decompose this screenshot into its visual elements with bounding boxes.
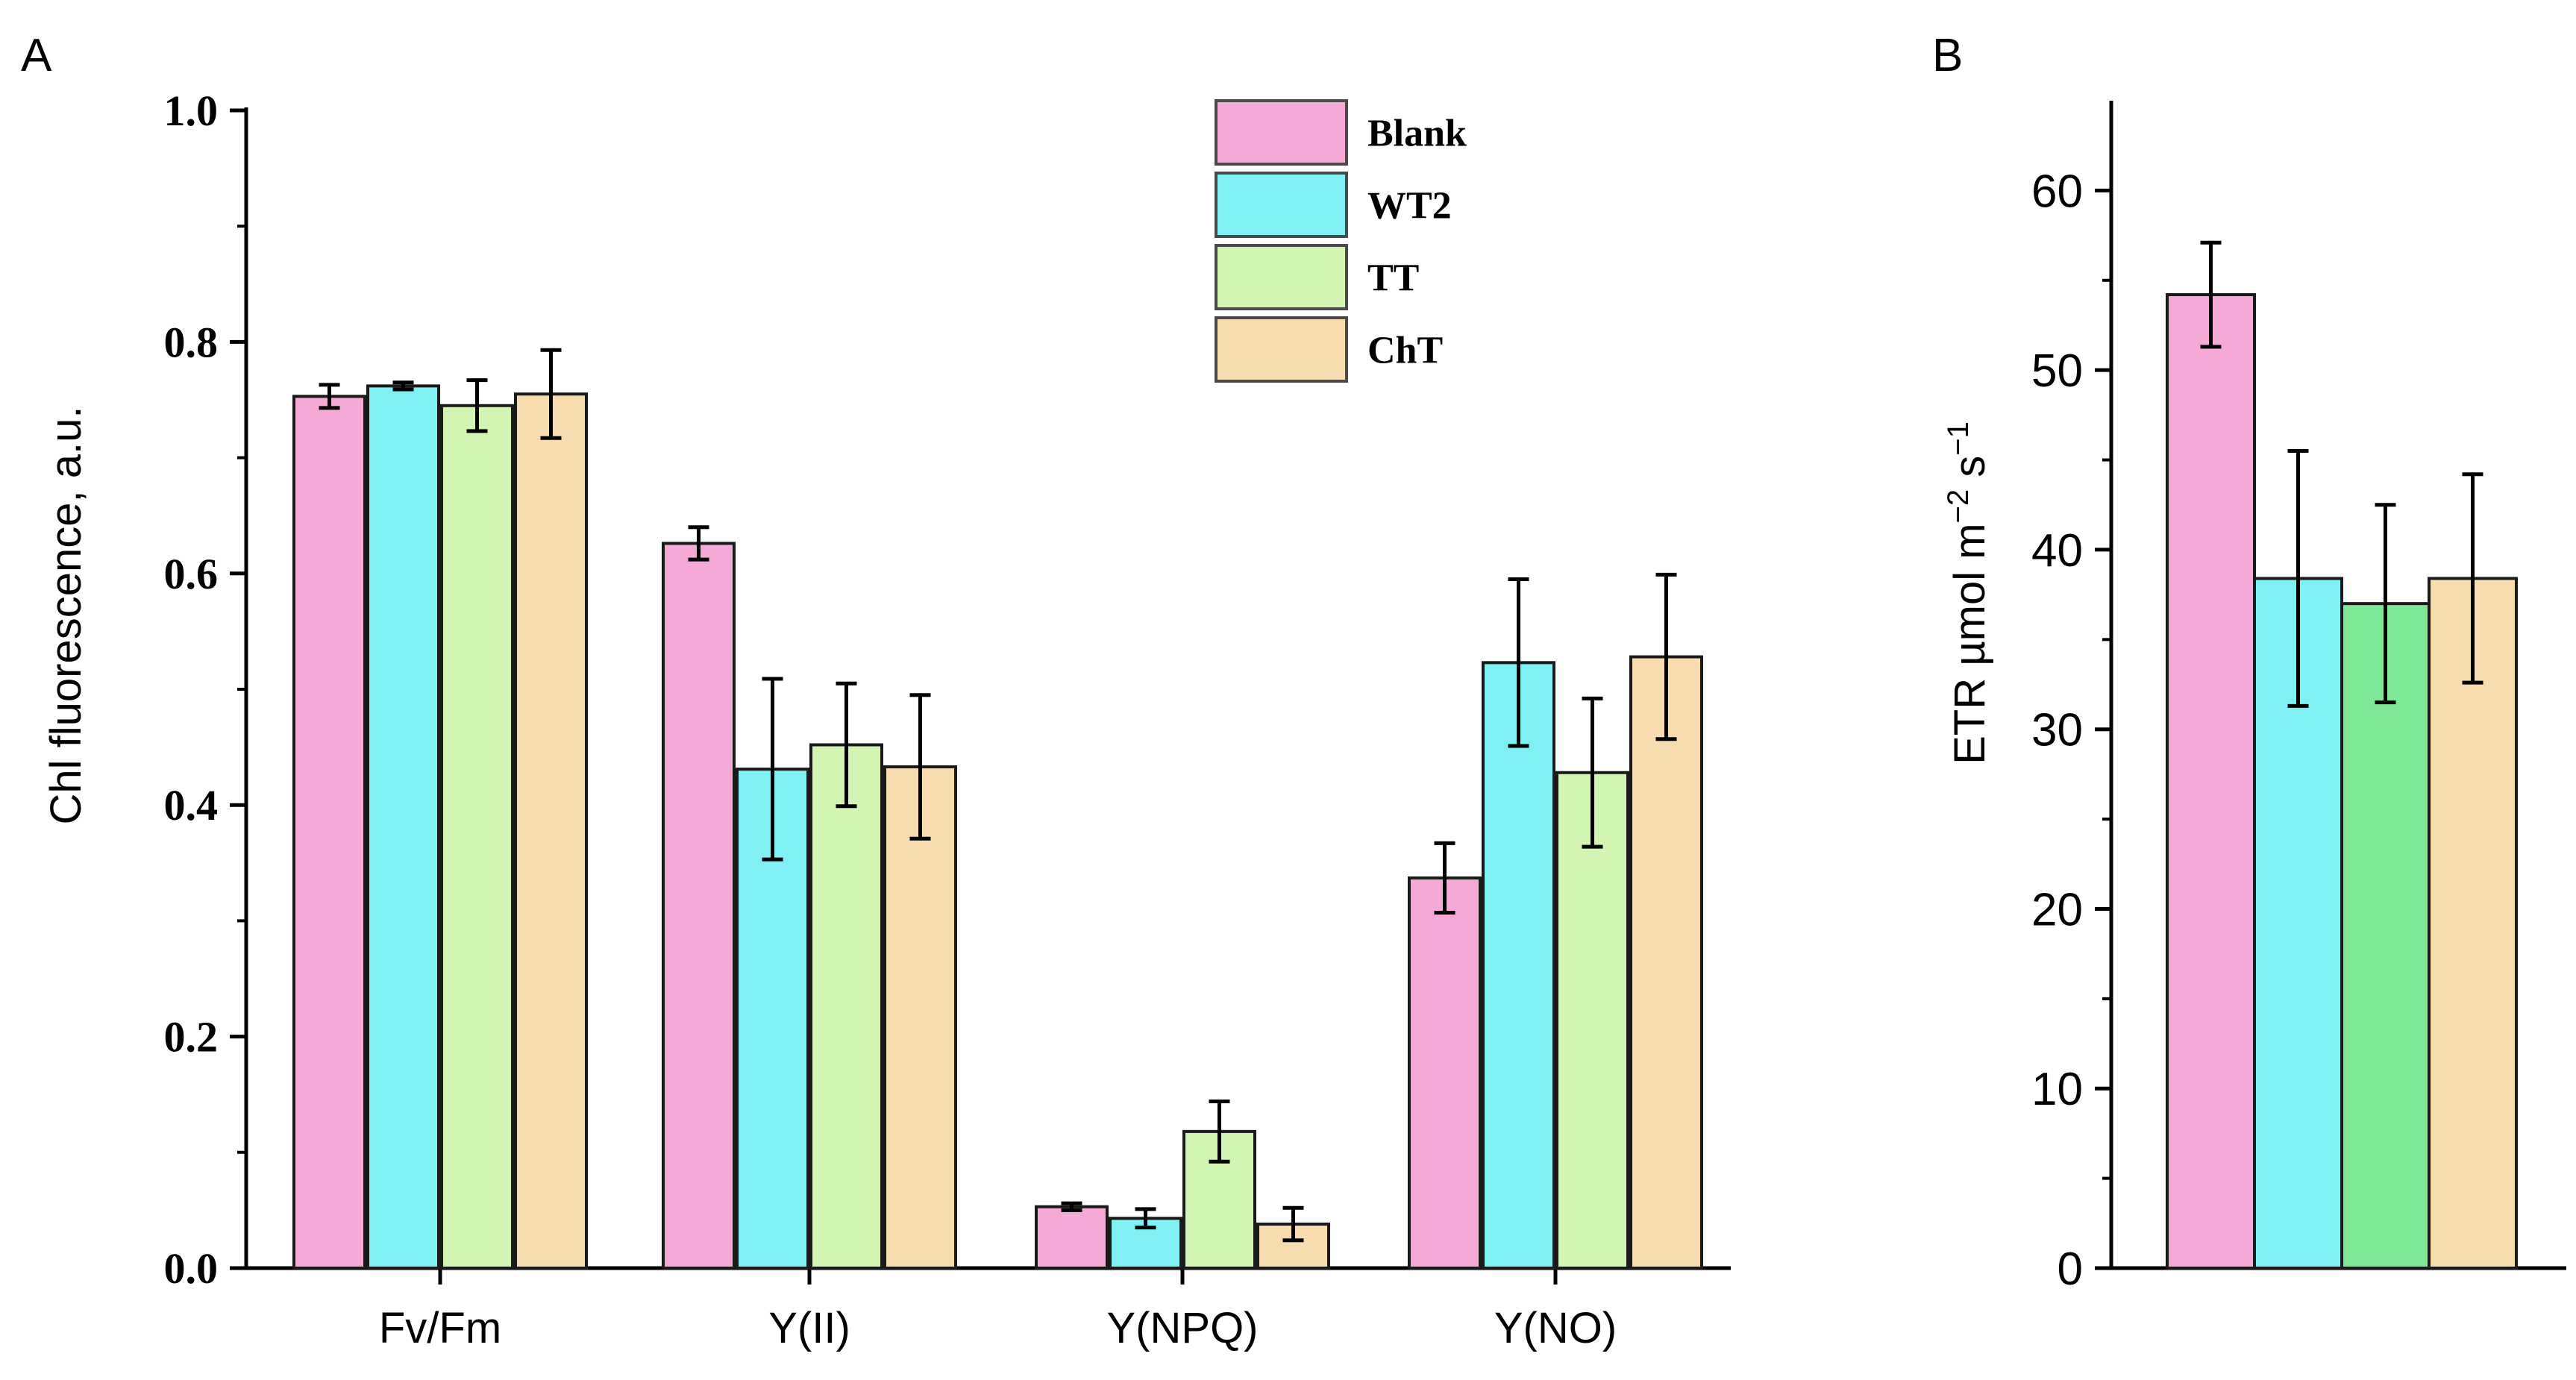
bar-tt-1 (809, 743, 883, 1270)
y-axis-label-a: Chl fluorescence, a.u. (42, 407, 90, 825)
bar-blank-etr (2166, 293, 2256, 1270)
legend-label-tt: TT (1367, 257, 1419, 300)
y-tick-label-a: 0.6 (164, 550, 219, 598)
bar-cht-3 (1629, 655, 1703, 1270)
legend-label-wt2: WT2 (1367, 185, 1452, 228)
legend-swatch-wt2 (1215, 172, 1348, 238)
bar-wt2-0 (366, 384, 440, 1270)
y-tick-label-b: 50 (2031, 345, 2083, 397)
x-tick-label-a: Y(NPQ) (1107, 1304, 1259, 1352)
bar-blank-1 (662, 542, 736, 1270)
bar-wt2-3 (1482, 661, 1555, 1270)
y-tick-label-b: 20 (2031, 884, 2083, 935)
y-tick-label-a: 0.2 (164, 1013, 219, 1061)
bar-blank-2 (1035, 1205, 1109, 1270)
y-tick-label-b: 60 (2031, 166, 2083, 217)
bar-tt-3 (1555, 771, 1629, 1270)
x-tick-label-a: Y(II) (768, 1304, 850, 1352)
y-tick-label-a: 0.0 (164, 1244, 219, 1293)
panel-label-b: B (1932, 30, 1963, 81)
x-tick-label-a: Y(NO) (1494, 1304, 1617, 1352)
y-axis-label-b: ETR µmol m−2 s−1 (1942, 421, 1994, 765)
panel-label-a: A (21, 30, 52, 81)
bar-cht-1 (883, 765, 957, 1270)
bar-blank-3 (1408, 876, 1482, 1270)
y-tick-label-b: 30 (2031, 705, 2083, 756)
bar-blank-0 (292, 395, 366, 1270)
y-tick-label-a: 0.8 (164, 318, 219, 366)
y-tick-label-b: 0 (2058, 1243, 2083, 1295)
bar-tt-etr (2340, 602, 2431, 1270)
y-tick-label-b: 40 (2031, 525, 2083, 577)
chart-a: Chl fluorescence, a.u. 0.0 0.2 0.4 0.6 0.8 1.… (42, 87, 1731, 1352)
legend-swatch-blank (1215, 99, 1348, 166)
legend-swatch-cht (1215, 316, 1348, 383)
bar-tt-0 (440, 404, 514, 1270)
legend-label-cht: ChT (1367, 330, 1443, 372)
y-tick-label-a: 1.0 (164, 87, 219, 135)
y-tick-label-b: 10 (2031, 1064, 2083, 1115)
x-tick-label-a: Fv/Fm (379, 1304, 501, 1352)
legend-swatch-tt (1215, 244, 1348, 310)
chart-b: ETR µmol m−2 s−1 0 10 20 30 40 50 60 (1942, 101, 2566, 1295)
bar-cht-0 (514, 392, 588, 1270)
legend-label-blank: Blank (1367, 113, 1467, 155)
y-tick-label-a: 0.4 (164, 781, 219, 829)
